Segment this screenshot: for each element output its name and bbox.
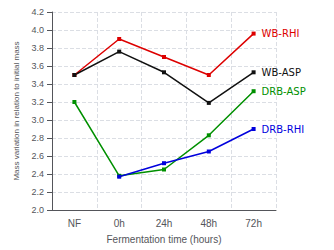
- svg-text:4.2: 4.2: [31, 7, 44, 17]
- svg-text:WB-RHI: WB-RHI: [262, 28, 300, 39]
- svg-text:4.0: 4.0: [31, 25, 44, 35]
- svg-text:DRB-RHI: DRB-RHI: [262, 124, 305, 135]
- svg-text:2.6: 2.6: [31, 151, 44, 161]
- svg-text:Fermentation time (hours): Fermentation time (hours): [106, 234, 221, 245]
- svg-text:3.0: 3.0: [31, 115, 44, 125]
- svg-text:2.4: 2.4: [31, 169, 44, 179]
- svg-text:3.2: 3.2: [31, 97, 44, 107]
- svg-text:WB-ASP: WB-ASP: [262, 67, 301, 78]
- svg-text:NF: NF: [68, 218, 81, 229]
- svg-text:0h: 0h: [114, 218, 125, 229]
- svg-text:2.2: 2.2: [31, 187, 44, 197]
- svg-text:DRB-ASP: DRB-ASP: [262, 86, 306, 97]
- svg-text:3.6: 3.6: [31, 61, 44, 71]
- svg-text:3.8: 3.8: [31, 43, 44, 53]
- svg-text:3.4: 3.4: [31, 79, 44, 89]
- svg-text:24h: 24h: [156, 218, 173, 229]
- svg-text:2.0: 2.0: [31, 205, 44, 215]
- svg-text:48h: 48h: [200, 218, 217, 229]
- svg-text:72h: 72h: [245, 218, 262, 229]
- svg-text:2.8: 2.8: [31, 133, 44, 143]
- svg-text:Mass variation in relation to: Mass variation in relation to initial ma…: [12, 41, 21, 180]
